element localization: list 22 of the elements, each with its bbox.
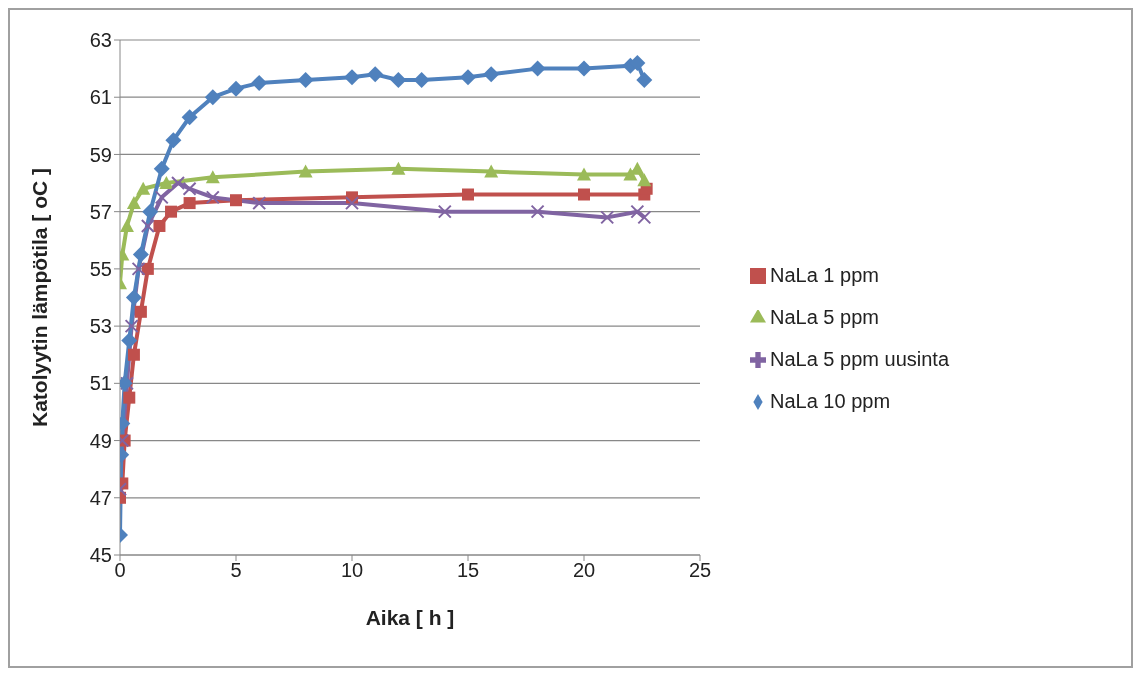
x-tick-label: 10 [340, 559, 364, 582]
legend-label: NaLa 5 ppm [770, 305, 879, 328]
x-tick-label: 5 [230, 559, 242, 582]
y-tick-label: 51 [89, 372, 112, 395]
legend-label: NaLa 5 ppm uusinta [770, 347, 950, 370]
y-tick-label: 57 [89, 200, 112, 223]
legend-label: NaLa 10 ppm [770, 389, 891, 412]
x-tick-label: 25 [688, 559, 712, 582]
y-tick-label: 45 [89, 544, 112, 567]
x-tick-label: 15 [456, 559, 480, 582]
x-tick-label: 0 [114, 559, 126, 582]
y-tick-label: 61 [89, 86, 112, 109]
y-tick-label: 47 [89, 486, 112, 509]
y-tick-label: 53 [89, 315, 112, 338]
x-axis-title: Aika [ h ] [365, 606, 455, 629]
y-tick-label: 49 [89, 429, 112, 452]
y-tick-label: 55 [89, 257, 112, 280]
x-tick-label: 20 [572, 559, 596, 582]
y-axis-title: Katolyytin lämpötila [ oC ] [28, 167, 52, 428]
legend-label: NaLa 1 ppm [770, 263, 879, 286]
y-tick-label: 59 [89, 143, 112, 166]
y-tick-label: 63 [89, 29, 112, 52]
